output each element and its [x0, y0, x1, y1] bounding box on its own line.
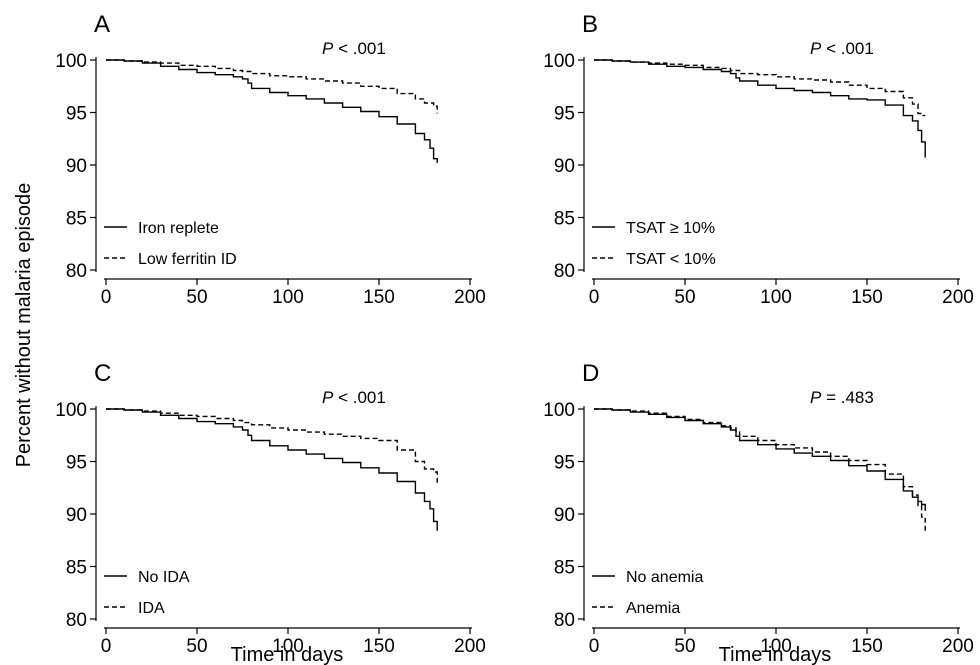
x-tick-label: 200	[454, 287, 486, 308]
y-tick-label: 90	[554, 156, 575, 177]
legend-label: TSAT < 10%	[626, 251, 716, 268]
series-line-solid	[594, 408, 926, 511]
x-tick-label: 150	[851, 636, 883, 657]
x-axis-title-right: Time in days	[719, 644, 832, 665]
y-tick-label: 85	[554, 558, 575, 579]
x-tick-label: 150	[363, 636, 395, 657]
x-tick-label: 100	[760, 287, 792, 308]
y-tick-label: 80	[66, 610, 87, 631]
y-tick-label: 80	[554, 610, 575, 631]
x-tick-label: 50	[674, 287, 695, 308]
x-tick-label: 50	[674, 636, 695, 657]
x-axis-title-left: Time in days	[231, 644, 344, 665]
x-tick-label: 100	[272, 636, 304, 657]
x-tick-label: 0	[101, 636, 112, 657]
panel-b: 80 85 90 95 100 0 50 100 150 200 B P < .001 TSAT ≥ 1…	[543, 11, 974, 308]
x-tick-label: 0	[101, 287, 112, 308]
p-value-label: P < .001	[322, 388, 386, 407]
y-tick-label: 95	[554, 104, 575, 125]
panel-letter: A	[94, 11, 110, 38]
y-tick-label: 90	[66, 156, 87, 177]
y-tick-label: 90	[66, 505, 87, 526]
x-tick-label: 200	[942, 636, 974, 657]
series-line-solid	[106, 408, 438, 531]
x-tick-label: 100	[272, 287, 304, 308]
legend-label: Anemia	[626, 600, 680, 617]
series-line-solid	[594, 59, 926, 158]
y-tick-label: 100	[55, 51, 87, 72]
legend-label: Iron replete	[138, 220, 219, 237]
y-tick-label: 100	[55, 400, 87, 421]
y-tick-label: 85	[66, 558, 87, 579]
panel-c: 80 85 90 95 100 0 50 100 150 200 C P < .001 No IDA ID…	[55, 360, 486, 657]
x-tick-label: 0	[589, 636, 600, 657]
y-axis-title: Percent without malaria episode	[13, 183, 35, 468]
x-tick-label: 50	[186, 287, 207, 308]
y-tick-label: 80	[66, 261, 87, 282]
x-tick-label: 100	[760, 636, 792, 657]
x-tick-label: 150	[363, 287, 395, 308]
y-tick-label: 100	[543, 400, 575, 421]
series-line-solid	[106, 59, 438, 163]
y-tick-label: 80	[554, 261, 575, 282]
panel-letter: B	[582, 11, 598, 38]
x-tick-label: 150	[851, 287, 883, 308]
legend-label: Low ferritin ID	[138, 251, 237, 268]
p-value-label: P = .483	[810, 388, 874, 407]
y-tick-label: 95	[66, 453, 87, 474]
p-value-label: P < .001	[810, 39, 874, 58]
x-tick-label: 0	[589, 287, 600, 308]
y-tick-label: 95	[66, 104, 87, 125]
x-tick-label: 200	[942, 287, 974, 308]
legend-label: IDA	[138, 600, 165, 617]
y-tick-label: 95	[554, 453, 575, 474]
x-tick-label: 200	[454, 636, 486, 657]
p-value-label: P < .001	[322, 39, 386, 58]
panel-a: 80 85 90 95 100 0 50 100 150 200 A P < .001 Iron rep…	[55, 11, 486, 308]
x-tick-label: 50	[186, 636, 207, 657]
panel-d: 80 85 90 95 100 0 50 100 150 200 D P = .483 No anemi…	[543, 360, 974, 657]
y-tick-label: 85	[554, 209, 575, 230]
panel-letter: C	[94, 360, 111, 387]
legend-label: No IDA	[138, 569, 190, 586]
series-line-dashed	[594, 59, 926, 117]
series-line-dashed	[106, 59, 438, 114]
y-tick-label: 90	[554, 505, 575, 526]
y-tick-label: 85	[66, 209, 87, 230]
series-line-dashed	[594, 408, 926, 531]
series-line-dashed	[106, 408, 438, 484]
legend-label: No anemia	[626, 569, 703, 586]
panels: 80 85 90 95 100 0 50 100 150 200 A P < .001 Iron rep…	[55, 11, 974, 657]
y-tick-label: 100	[543, 51, 575, 72]
legend-label: TSAT ≥ 10%	[626, 220, 715, 237]
panel-letter: D	[582, 360, 599, 387]
